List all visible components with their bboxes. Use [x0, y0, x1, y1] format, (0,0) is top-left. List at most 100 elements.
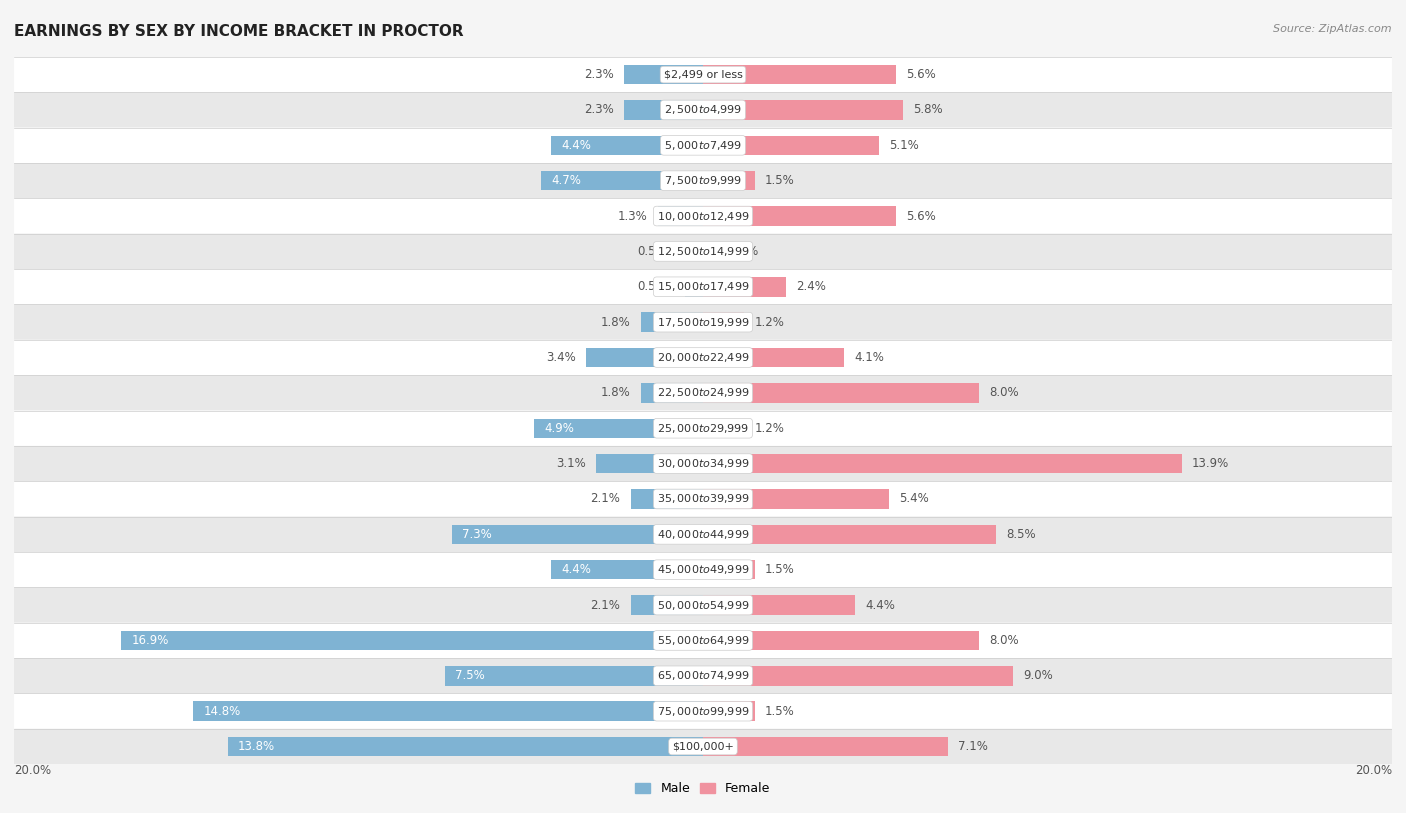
- FancyBboxPatch shape: [14, 411, 1392, 446]
- Bar: [703, 489, 889, 509]
- Bar: [703, 100, 903, 120]
- Text: $50,000 to $54,999: $50,000 to $54,999: [657, 598, 749, 611]
- Bar: [703, 136, 879, 155]
- Text: 4.4%: 4.4%: [562, 563, 592, 576]
- Bar: [658, 207, 703, 226]
- Text: $20,000 to $22,499: $20,000 to $22,499: [657, 351, 749, 364]
- Text: 4.7%: 4.7%: [551, 174, 581, 187]
- FancyBboxPatch shape: [14, 623, 1392, 659]
- Text: $75,000 to $99,999: $75,000 to $99,999: [657, 705, 749, 718]
- Bar: [703, 312, 744, 332]
- Bar: [596, 454, 703, 473]
- Text: 1.8%: 1.8%: [600, 386, 631, 399]
- Text: Source: ZipAtlas.com: Source: ZipAtlas.com: [1274, 24, 1392, 34]
- Text: $2,499 or less: $2,499 or less: [664, 70, 742, 80]
- Text: 4.4%: 4.4%: [562, 139, 592, 152]
- FancyBboxPatch shape: [14, 587, 1392, 623]
- Text: 1.5%: 1.5%: [765, 563, 794, 576]
- Text: EARNINGS BY SEX BY INCOME BRACKET IN PROCTOR: EARNINGS BY SEX BY INCOME BRACKET IN PRO…: [14, 24, 464, 39]
- Bar: [703, 207, 896, 226]
- Bar: [444, 666, 703, 685]
- Text: 5.6%: 5.6%: [907, 210, 936, 223]
- Text: $65,000 to $74,999: $65,000 to $74,999: [657, 669, 749, 682]
- Text: $100,000+: $100,000+: [672, 741, 734, 751]
- Bar: [685, 277, 703, 297]
- Bar: [703, 65, 896, 85]
- Text: 2.3%: 2.3%: [583, 68, 613, 81]
- FancyBboxPatch shape: [14, 693, 1392, 729]
- Bar: [703, 737, 948, 756]
- Bar: [703, 241, 711, 261]
- Text: $2,500 to $4,999: $2,500 to $4,999: [664, 103, 742, 116]
- Bar: [703, 702, 755, 721]
- Text: 9.0%: 9.0%: [1024, 669, 1053, 682]
- Text: $25,000 to $29,999: $25,000 to $29,999: [657, 422, 749, 435]
- Text: $7,500 to $9,999: $7,500 to $9,999: [664, 174, 742, 187]
- FancyBboxPatch shape: [14, 57, 1392, 92]
- Text: 20.0%: 20.0%: [14, 764, 51, 777]
- Text: $35,000 to $39,999: $35,000 to $39,999: [657, 493, 749, 506]
- FancyBboxPatch shape: [14, 659, 1392, 693]
- Bar: [703, 666, 1012, 685]
- Bar: [703, 348, 844, 367]
- FancyBboxPatch shape: [14, 163, 1392, 198]
- FancyBboxPatch shape: [14, 552, 1392, 587]
- Text: 4.9%: 4.9%: [544, 422, 575, 435]
- Text: 7.1%: 7.1%: [957, 740, 988, 753]
- Text: 4.4%: 4.4%: [865, 598, 894, 611]
- Legend: Male, Female: Male, Female: [630, 777, 776, 801]
- Text: $10,000 to $12,499: $10,000 to $12,499: [657, 210, 749, 223]
- FancyBboxPatch shape: [14, 481, 1392, 517]
- Text: 2.1%: 2.1%: [591, 493, 620, 506]
- FancyBboxPatch shape: [14, 92, 1392, 128]
- Text: 5.6%: 5.6%: [907, 68, 936, 81]
- Text: 0.24%: 0.24%: [721, 245, 759, 258]
- FancyBboxPatch shape: [14, 234, 1392, 269]
- Text: 2.1%: 2.1%: [591, 598, 620, 611]
- Bar: [703, 595, 855, 615]
- Text: 0.52%: 0.52%: [638, 245, 675, 258]
- Text: 4.1%: 4.1%: [855, 351, 884, 364]
- Text: 1.5%: 1.5%: [765, 174, 794, 187]
- FancyBboxPatch shape: [14, 446, 1392, 481]
- Bar: [551, 560, 703, 580]
- Bar: [641, 383, 703, 402]
- Text: $30,000 to $34,999: $30,000 to $34,999: [657, 457, 749, 470]
- Text: 16.9%: 16.9%: [131, 634, 169, 647]
- Bar: [586, 348, 703, 367]
- Text: 2.3%: 2.3%: [583, 103, 613, 116]
- Text: 7.3%: 7.3%: [461, 528, 492, 541]
- Text: 1.2%: 1.2%: [755, 422, 785, 435]
- Text: 1.8%: 1.8%: [600, 315, 631, 328]
- FancyBboxPatch shape: [14, 304, 1392, 340]
- FancyBboxPatch shape: [14, 340, 1392, 375]
- Bar: [703, 383, 979, 402]
- Bar: [228, 737, 703, 756]
- Text: $17,500 to $19,999: $17,500 to $19,999: [657, 315, 749, 328]
- Bar: [641, 312, 703, 332]
- FancyBboxPatch shape: [14, 198, 1392, 234]
- FancyBboxPatch shape: [14, 375, 1392, 411]
- Text: 3.1%: 3.1%: [557, 457, 586, 470]
- Text: 8.0%: 8.0%: [988, 386, 1018, 399]
- Bar: [703, 524, 995, 544]
- Text: 5.1%: 5.1%: [889, 139, 918, 152]
- FancyBboxPatch shape: [14, 729, 1392, 764]
- Text: 20.0%: 20.0%: [1355, 764, 1392, 777]
- Bar: [551, 136, 703, 155]
- Text: 2.4%: 2.4%: [796, 280, 825, 293]
- Bar: [451, 524, 703, 544]
- Text: $55,000 to $64,999: $55,000 to $64,999: [657, 634, 749, 647]
- Bar: [121, 631, 703, 650]
- Bar: [624, 100, 703, 120]
- Text: $15,000 to $17,499: $15,000 to $17,499: [657, 280, 749, 293]
- Bar: [703, 560, 755, 580]
- Text: $40,000 to $44,999: $40,000 to $44,999: [657, 528, 749, 541]
- Text: 14.8%: 14.8%: [204, 705, 240, 718]
- Text: 7.5%: 7.5%: [456, 669, 485, 682]
- Text: 5.8%: 5.8%: [912, 103, 943, 116]
- Bar: [703, 419, 744, 438]
- Bar: [703, 454, 1182, 473]
- Bar: [624, 65, 703, 85]
- Bar: [631, 489, 703, 509]
